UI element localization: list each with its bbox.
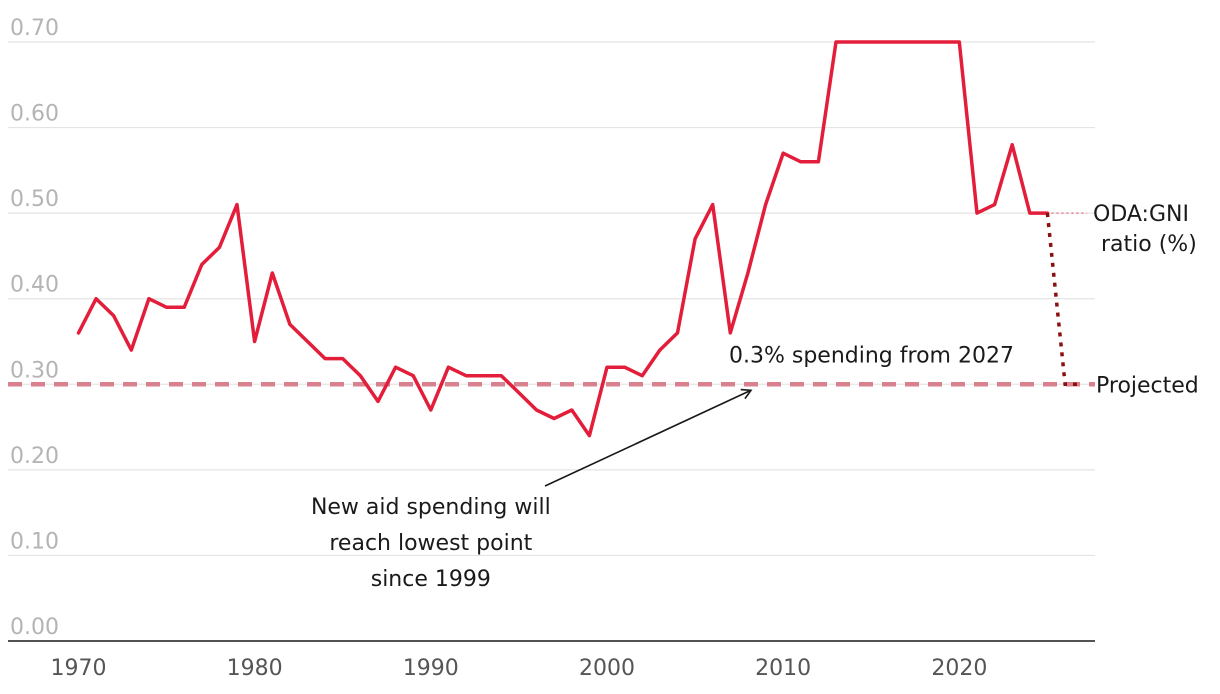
y-tick-label: 0.50: [10, 187, 59, 212]
y-axis-ticks: 0.00 0.10 0.20 0.30 0.40 0.50 0.60 0.70: [10, 16, 59, 640]
x-axis-ticks: 1970 1980 1990 2000 2010 2020: [50, 656, 987, 681]
y-tick-label: 0.30: [10, 358, 59, 383]
x-tick-label: 1970: [50, 656, 106, 681]
y-tick-label: 0.00: [10, 615, 59, 640]
projected-line: [1045, 212, 1083, 387]
series-label-oda-line-1: ODA:GNI: [1093, 202, 1189, 227]
callout-arrow: [544, 388, 753, 487]
x-tick-label: 2010: [755, 656, 811, 681]
threshold-annotation: 0.3% spending from 2027: [729, 343, 1014, 368]
y-tick-label: 0.60: [10, 102, 59, 127]
oda-gni-ratio-line: [76, 40, 1050, 438]
x-tick-label: 2020: [931, 656, 987, 681]
series-label-projected: Projected: [1096, 373, 1199, 398]
y-tick-label: 0.20: [10, 444, 59, 469]
gridlines: [8, 41, 1095, 557]
x-tick-label: 2000: [579, 656, 635, 681]
x-tick-label: 1990: [403, 656, 459, 681]
y-tick-label: 0.70: [10, 16, 59, 41]
callout-text-line-2: reach lowest point: [329, 531, 532, 556]
series-label-oda-line-2: ratio (%): [1101, 232, 1197, 257]
y-tick-label: 0.40: [10, 273, 59, 298]
callout-text-line-3: since 1999: [371, 567, 491, 592]
callout-text-line-1: New aid spending will: [311, 495, 551, 520]
y-tick-label: 0.10: [10, 529, 59, 554]
x-tick-label: 1980: [227, 656, 283, 681]
